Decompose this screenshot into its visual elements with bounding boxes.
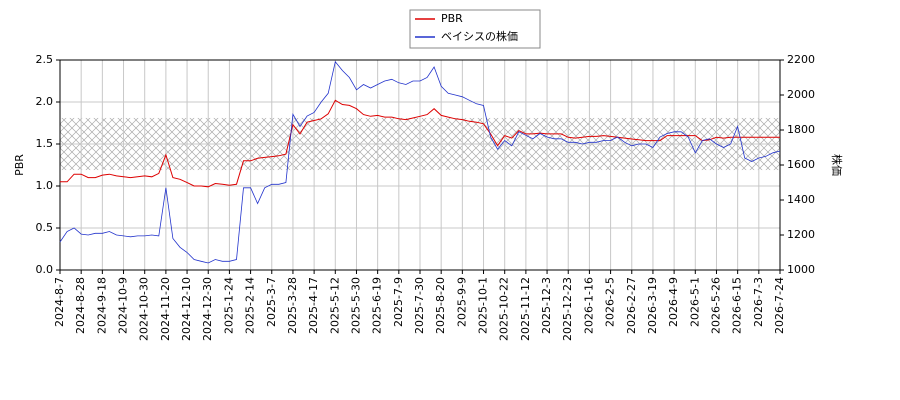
- x-tick-label: 2024-8-28: [74, 277, 87, 334]
- x-tick-label: 2025-9-9: [455, 277, 468, 327]
- x-tick-label: 2024-12-10: [180, 277, 193, 341]
- x-tick-label: 2025-2-14: [244, 277, 257, 334]
- y2-tick-label: 2000: [787, 88, 815, 101]
- data-line: [59, 60, 781, 264]
- y-tick-label: 1.0: [36, 179, 54, 192]
- x-tick-label: 2024-12-30: [201, 277, 214, 341]
- x-tick-label: 2026-5-26: [709, 277, 722, 334]
- legend-label: PBR: [441, 12, 463, 25]
- y2-tick-label: 1400: [787, 193, 815, 206]
- x-tick-label: 2025-5-12: [328, 277, 341, 334]
- x-tick-label: 2024-11-20: [159, 277, 172, 341]
- x-tick-label: 2025-7-9: [392, 277, 405, 327]
- y-tick-label: 0.0: [36, 263, 54, 276]
- x-tick-label: 2025-8-20: [434, 277, 447, 334]
- y-tick-label: 2.0: [36, 95, 54, 108]
- x-tick-label: 2025-4-17: [307, 277, 320, 334]
- y2-tick-label: 2200: [787, 53, 815, 66]
- y-axis-label: PBR: [13, 154, 26, 176]
- x-tick-label: 2026-4-9: [667, 277, 680, 327]
- x-tick-label: 2025-7-30: [413, 277, 426, 334]
- x-tick-label: 2024-9-18: [95, 277, 108, 334]
- y2-tick-label: 1000: [787, 263, 815, 276]
- y-tick-label: 0.5: [36, 221, 54, 234]
- x-tick-label: 2025-1-24: [222, 277, 235, 334]
- y2-tick-label: 1800: [787, 123, 815, 136]
- x-tick-label: 2025-10-1: [477, 277, 490, 334]
- x-tick-label: 2025-3-28: [286, 277, 299, 334]
- x-tick-label: 2025-6-19: [371, 277, 384, 334]
- y2-axis-label: 株価: [830, 154, 844, 176]
- x-tick-label: 2026-7-3: [752, 277, 765, 327]
- x-tick-label: 2025-3-7: [265, 277, 278, 327]
- x-tick-label: 2026-2-5: [604, 277, 617, 327]
- y-tick-label: 1.5: [36, 137, 54, 150]
- x-tick-label: 2026-3-19: [646, 277, 659, 334]
- x-tick-label: 2026-2-27: [625, 277, 638, 334]
- x-tick-label: 2024-10-30: [138, 277, 151, 341]
- x-tick-label: 2024-10-9: [117, 277, 130, 334]
- y2-tick-label: 1600: [787, 158, 815, 171]
- x-tick-label: 2025-12-3: [540, 277, 553, 334]
- x-tick-label: 2026-5-1: [688, 277, 701, 327]
- x-tick-label: 2025-12-23: [561, 277, 574, 341]
- plot-border: [59, 59, 781, 271]
- x-tick-label: 2026-7-24: [773, 277, 786, 334]
- legend-label: ベイシスの株価: [441, 29, 518, 43]
- x-tick-label: 2025-5-30: [349, 277, 362, 334]
- x-tick-label: 2026-6-15: [731, 277, 744, 334]
- y2-tick-label: 1200: [787, 228, 815, 241]
- x-tick-label: 2025-11-12: [519, 277, 532, 341]
- x-tick-label: 2026-1-16: [582, 277, 595, 334]
- legend-box: [409, 9, 541, 49]
- x-tick-label: 2025-10-22: [498, 277, 511, 341]
- y-tick-label: 2.5: [36, 53, 54, 66]
- data-line: [60, 99, 780, 188]
- x-tick-label: 2024-8-7: [53, 277, 66, 327]
